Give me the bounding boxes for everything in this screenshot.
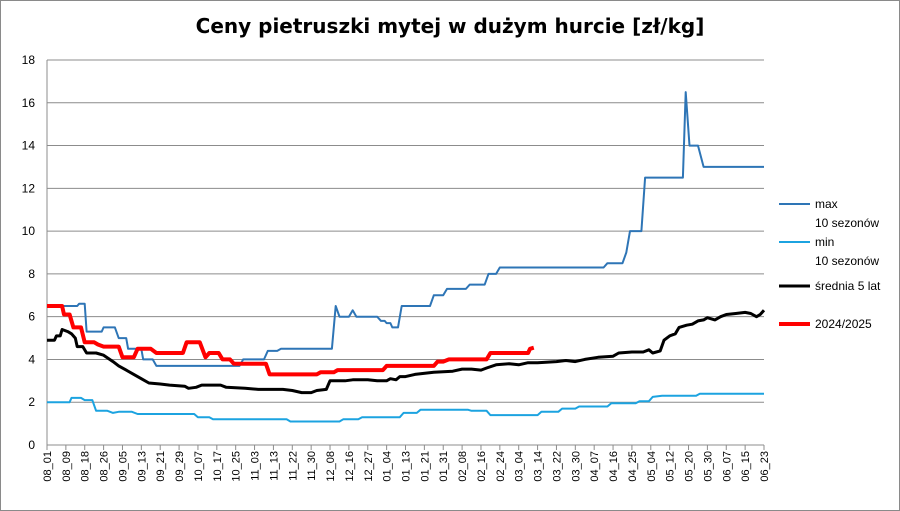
y-tick-label: 8 <box>28 267 35 281</box>
legend-label: 10 sezonów <box>815 254 879 268</box>
x-tick-label: 08_18 <box>80 451 92 482</box>
x-tick-label: 02_08 <box>457 451 469 482</box>
x-tick-label: 08_26 <box>99 451 111 482</box>
x-tick-label: 11_30 <box>306 451 318 481</box>
x-tick-labels: 08_01 08_09 08_18 08_26 09_05 09_13 09_21 09_29… <box>42 451 771 482</box>
x-tick-label: 11_22 <box>287 451 299 481</box>
y-tick-label: 6 <box>28 310 35 324</box>
x-tick-label: 01_04 <box>382 451 394 482</box>
x-tick-label: 12_08 <box>325 451 337 482</box>
x-tick-label: 01_31 <box>438 451 450 482</box>
series-line <box>47 304 535 377</box>
y-tick-label: 12 <box>22 181 36 195</box>
x-tick-label: 01_21 <box>419 451 431 482</box>
x-tick-label: 10_17 <box>212 451 224 482</box>
y-tick-label: 4 <box>28 352 35 366</box>
legend-label: 10 sezonów <box>815 216 879 230</box>
y-tick-label: 10 <box>22 224 36 238</box>
x-tick-label: 10_25 <box>231 451 243 482</box>
y-tick-label: 2 <box>28 395 35 409</box>
x-tick-label: 12_16 <box>344 451 356 482</box>
x-tick-label: 03_22 <box>551 451 563 482</box>
y-tick-label: 0 <box>28 438 35 452</box>
x-tick-label: 05_30 <box>702 451 714 482</box>
x-tick-label: 06_07 <box>721 451 733 482</box>
x-tick-label: 12_27 <box>363 451 375 482</box>
y-tick-label: 16 <box>22 96 36 110</box>
x-tick-label: 11_13 <box>268 451 280 481</box>
x-tick-label: 08_09 <box>61 451 73 482</box>
series-line <box>47 392 764 423</box>
chart-title: Ceny pietruszki mytej w dużym hurcie [zł… <box>195 14 705 38</box>
x-tick-label: 02_16 <box>476 451 488 482</box>
series-line <box>47 309 766 395</box>
x-tick-label: 03_04 <box>514 451 526 482</box>
x-tick-label: 09_13 <box>136 451 148 482</box>
x-tick-label: 04_07 <box>589 451 601 482</box>
x-tick-label: 05_04 <box>646 451 658 482</box>
axes <box>46 60 765 450</box>
legend-label: max <box>815 197 838 211</box>
x-tick-label: 05_20 <box>684 451 696 482</box>
x-tick-label: 09_29 <box>174 451 186 482</box>
legend-label: średnia 5 lat <box>815 279 881 293</box>
x-tick-label: 03_14 <box>533 451 545 482</box>
x-tick-label: 03_30 <box>570 451 582 482</box>
series-line <box>47 91 764 367</box>
y-tick-label: 14 <box>22 139 36 153</box>
x-tick-label: 10_07 <box>193 451 205 482</box>
legend-label: 2024/2025 <box>815 317 872 331</box>
x-tick-label: 06_15 <box>740 451 752 482</box>
x-tick-label: 11_03 <box>250 451 262 481</box>
x-tick-label: 02_24 <box>495 451 507 482</box>
y-tick-labels: 0 2 4 6 8 10 12 14 16 18 <box>22 53 36 452</box>
x-tick-label: 04_25 <box>627 451 639 482</box>
x-tick-label: 06_23 <box>759 451 771 482</box>
x-tick-label: 04_16 <box>608 451 620 482</box>
x-tick-label: 05_12 <box>665 451 677 482</box>
x-tick-label: 08_01 <box>42 451 54 482</box>
legend-label: min <box>815 235 834 249</box>
x-tick-label: 01_13 <box>401 451 413 482</box>
legend: max 10 sezonów min 10 sezonów średnia 5 lat 2… <box>779 197 881 331</box>
x-tick-label: 09_05 <box>117 451 129 482</box>
y-tick-label: 18 <box>22 53 36 67</box>
x-tick-label: 09_21 <box>155 451 167 482</box>
data-series <box>47 91 766 423</box>
